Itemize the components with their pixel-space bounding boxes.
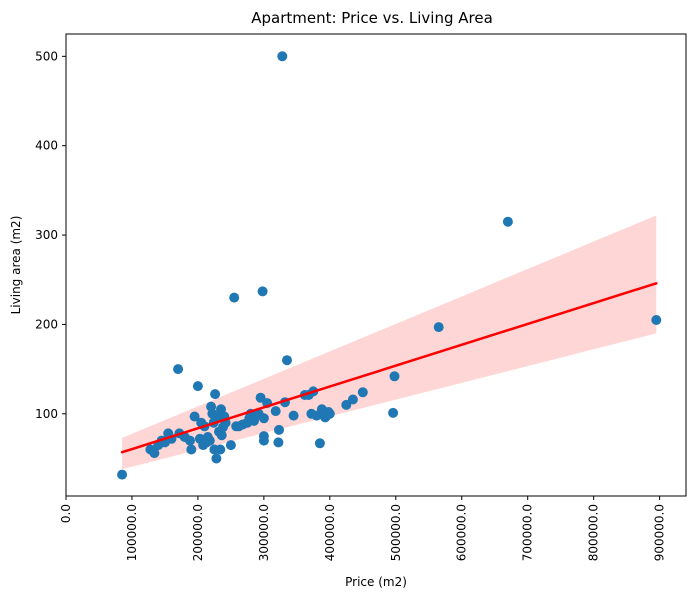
data-point xyxy=(651,315,662,325)
data-point xyxy=(270,406,281,417)
plot-frame xyxy=(65,33,687,497)
data-point xyxy=(258,413,269,424)
y-axis-ticks: 100 200 300 400 500 xyxy=(35,49,66,421)
data-point xyxy=(347,394,358,405)
data-point xyxy=(255,392,266,403)
data-point xyxy=(288,410,299,421)
data-point xyxy=(341,399,352,410)
data-point xyxy=(211,453,222,464)
data-point xyxy=(225,440,236,451)
data-point xyxy=(277,51,288,62)
data-point xyxy=(186,444,197,455)
data-point xyxy=(215,444,226,455)
y-tick-label: 200 xyxy=(35,317,58,331)
x-tick-label: 500000.0 xyxy=(389,504,403,561)
data-point xyxy=(210,389,221,400)
regression-line xyxy=(120,282,658,454)
x-axis-ticks: 0.0 100000.0 200000.0 300000.0 400000.0 50000… xyxy=(59,496,667,561)
x-tick-label: 400000.0 xyxy=(323,504,337,561)
data-point xyxy=(216,430,227,441)
data-point xyxy=(117,469,128,480)
x-tick-label: 100000.0 xyxy=(125,504,139,561)
x-tick-label: 0.0 xyxy=(59,504,73,523)
y-tick-label: 500 xyxy=(35,49,58,63)
data-point xyxy=(189,411,200,422)
y-tick-label: 300 xyxy=(35,228,58,242)
y-axis-label: Living area (m2) xyxy=(9,216,23,315)
regression-line-path xyxy=(120,282,658,454)
x-tick-label: 200000.0 xyxy=(191,504,205,561)
data-point xyxy=(257,286,268,297)
y-tick-label: 100 xyxy=(35,407,58,421)
y-tick-label: 400 xyxy=(35,139,58,153)
data-point xyxy=(389,371,400,382)
data-point xyxy=(314,438,325,449)
data-point xyxy=(229,292,240,303)
data-point xyxy=(173,364,184,375)
data-point xyxy=(185,435,195,446)
data-point xyxy=(357,387,368,398)
x-axis-label: Price (m2) xyxy=(345,575,407,589)
data-point xyxy=(149,448,160,459)
confidence-band-area xyxy=(122,215,657,470)
x-tick-label: 600000.0 xyxy=(455,504,469,561)
confidence-band xyxy=(122,215,657,470)
data-point xyxy=(258,435,269,446)
x-tick-label: 900000.0 xyxy=(653,504,667,561)
data-point xyxy=(273,437,284,448)
x-tick-label: 800000.0 xyxy=(587,504,601,561)
data-point xyxy=(192,381,203,392)
data-point xyxy=(388,407,399,418)
data-point xyxy=(204,435,215,446)
data-point xyxy=(433,322,444,333)
data-point xyxy=(324,408,335,419)
data-point xyxy=(282,355,292,366)
data-point xyxy=(502,216,513,227)
chart-title: Apartment: Price vs. Living Area xyxy=(251,9,493,27)
x-tick-label: 300000.0 xyxy=(257,504,271,561)
data-point xyxy=(274,424,284,435)
x-tick-label: 700000.0 xyxy=(521,504,535,561)
